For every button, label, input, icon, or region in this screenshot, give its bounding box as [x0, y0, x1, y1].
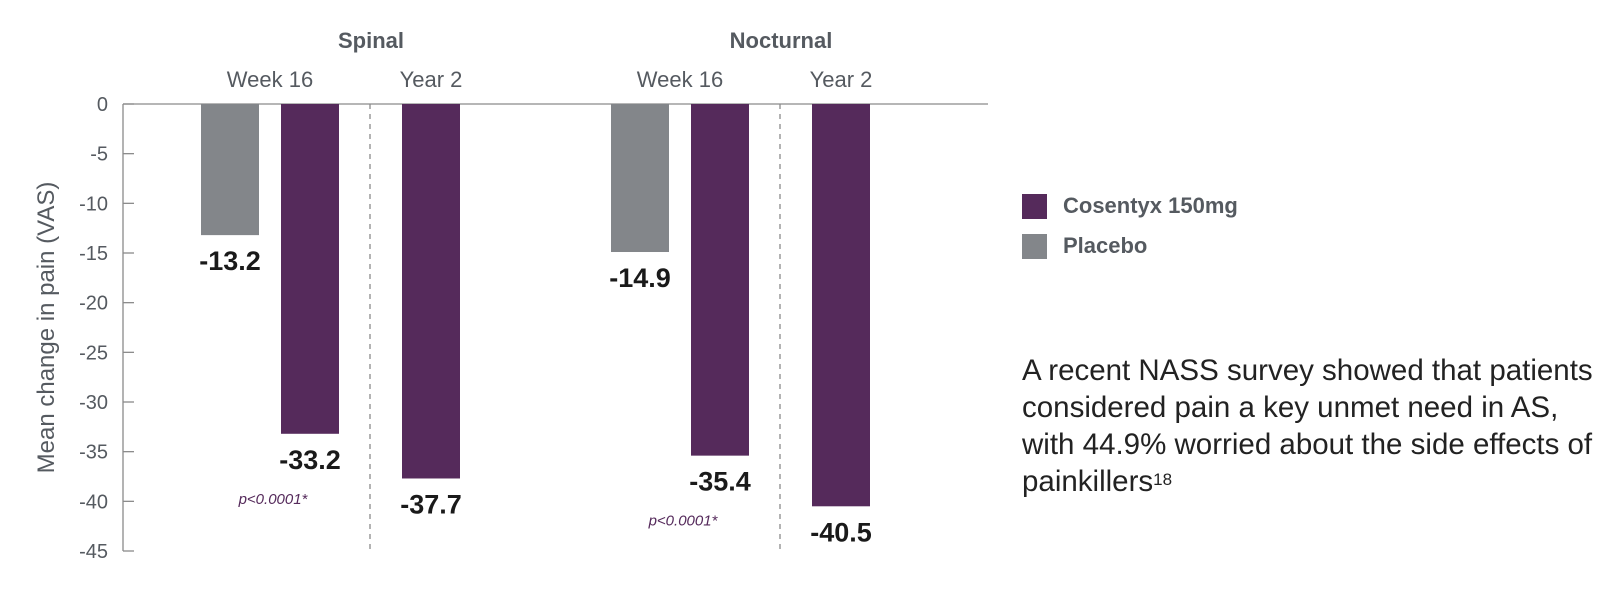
timepoint-label: Week 16: [227, 67, 313, 92]
bar: [281, 104, 339, 434]
chart: 0 -5 -10 -15 -20 -25 -30 -35 -40 -45 Mean change i…: [33, 28, 988, 563]
bar: [812, 104, 870, 507]
legend-item-cosentyx: Cosentyx 150mg: [1022, 193, 1238, 219]
timepoint-label: Year 2: [400, 67, 463, 92]
data-label: -40.5: [810, 517, 872, 547]
y-tick-label: -10: [79, 193, 108, 215]
survey-note: A recent NASS survey showed that patient…: [1022, 352, 1597, 500]
bar: [611, 104, 669, 253]
survey-note-text: A recent NASS survey showed that patient…: [1022, 354, 1593, 498]
y-tick-label: -35: [79, 442, 108, 464]
significance-note: p<0.0001*: [648, 513, 719, 530]
y-tick-label: -45: [79, 541, 108, 563]
data-label: -14.9: [609, 263, 671, 293]
group-title: Spinal: [338, 28, 404, 53]
y-tick-label: -40: [79, 491, 108, 513]
y-tick-label: -25: [79, 342, 108, 364]
group-title: Nocturnal: [730, 28, 833, 53]
data-label: -37.7: [400, 489, 462, 519]
legend-item-placebo: Placebo: [1022, 233, 1238, 259]
timepoint-label: Year 2: [810, 67, 873, 92]
bar: [402, 104, 460, 479]
bar: [691, 104, 749, 456]
legend-swatch-cosentyx: [1022, 193, 1047, 219]
significance-note: p<0.0001*: [238, 491, 309, 508]
timepoint-label: Week 16: [637, 67, 723, 92]
legend: Cosentyx 150mg Placebo: [1022, 193, 1238, 273]
legend-swatch-placebo: [1022, 233, 1047, 259]
data-label: -13.2: [199, 246, 261, 276]
legend-label-placebo: Placebo: [1063, 233, 1148, 258]
y-tick-label: 0: [97, 94, 108, 116]
y-tick-label: -5: [90, 144, 108, 166]
y-tick-label: -30: [79, 392, 108, 414]
y-tick-label: -15: [79, 243, 108, 265]
bar: [201, 104, 259, 236]
data-label: -35.4: [689, 467, 751, 497]
y-axis-title: Mean change in pain (VAS): [33, 182, 60, 474]
y-tick-label: -20: [79, 293, 108, 315]
legend-label-cosentyx: Cosentyx 150mg: [1063, 193, 1238, 218]
data-label: -33.2: [279, 445, 341, 475]
survey-note-reference: 18: [1153, 470, 1173, 489]
